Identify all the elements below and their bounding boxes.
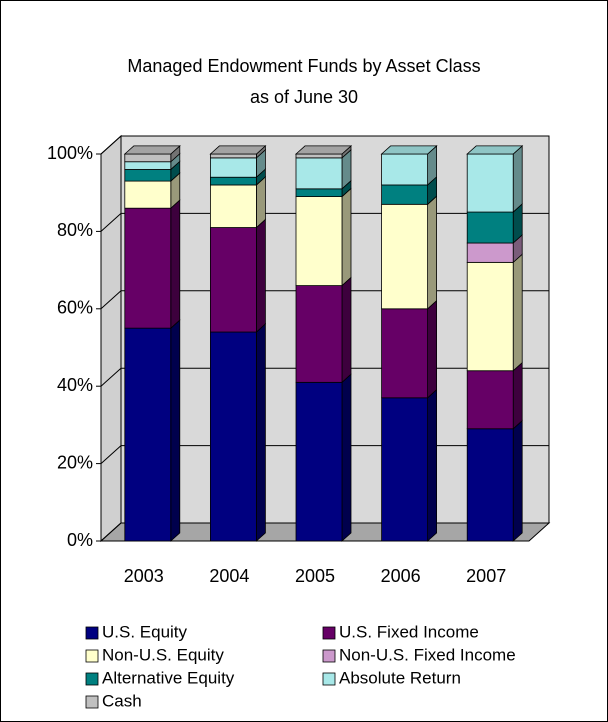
legend-swatch: [322, 672, 336, 686]
bar-side: [512, 145, 523, 213]
bar-side: [341, 373, 352, 542]
bar-segment: [209, 153, 257, 159]
bar-segment: [124, 180, 172, 209]
bar-segment: [466, 242, 514, 263]
legend-swatch: [85, 626, 99, 640]
bar-segment: [381, 397, 429, 542]
bar-segment: [209, 227, 257, 333]
chart-title: Managed Endowment Funds by Asset Class: [127, 56, 480, 76]
bar-segment: [381, 308, 429, 399]
bar-side: [255, 218, 266, 333]
legend-label: U.S. Equity: [102, 622, 188, 641]
chart-subtitle: as of June 30: [250, 87, 358, 107]
bar-segment: [124, 169, 172, 182]
legend-swatch: [322, 649, 336, 663]
bar-segment: [209, 184, 257, 228]
y-tick-label: 40%: [57, 375, 93, 395]
legend-label: Alternative Equity: [102, 668, 235, 687]
bar-side: [341, 187, 352, 287]
y-tick-label: 60%: [57, 298, 93, 318]
bar-segment: [466, 370, 514, 430]
legend-label: Cash: [102, 691, 142, 710]
x-tick-label: 2004: [209, 566, 249, 586]
y-tick-label: 0%: [67, 530, 93, 550]
bar-segment: [124, 207, 172, 329]
legend-label: Non-U.S. Fixed Income: [339, 645, 516, 664]
legend-label: Non-U.S. Equity: [102, 645, 224, 664]
bar-segment: [295, 285, 343, 383]
bar-segment: [209, 176, 257, 186]
legend-label: Absolute Return: [339, 668, 461, 687]
grid-line: [100, 135, 549, 155]
bar-side: [512, 253, 523, 372]
bar-segment: [209, 157, 257, 178]
bar-side: [170, 319, 181, 542]
legend-swatch: [85, 695, 99, 709]
bar-side: [512, 419, 523, 542]
bar-top: [123, 145, 181, 155]
y-tick-label: 80%: [57, 220, 93, 240]
bar-segment: [381, 203, 429, 310]
bar-side: [427, 299, 438, 399]
bar-top: [294, 145, 353, 155]
bar-segment: [466, 211, 514, 244]
x-tick-label: 2006: [381, 566, 421, 586]
bar-segment: [209, 331, 257, 542]
legend-swatch: [322, 626, 336, 640]
bar-segment: [381, 153, 429, 186]
bar-segment: [295, 157, 343, 190]
bar-top: [466, 145, 524, 155]
legend-swatch: [85, 649, 99, 663]
legend-label: U.S. Fixed Income: [339, 622, 479, 641]
x-tick-label: 2007: [466, 566, 506, 586]
bar-segment: [466, 261, 514, 372]
bar-segment: [124, 153, 172, 163]
bar-segment: [295, 153, 343, 159]
bar-segment: [295, 196, 343, 286]
bar-side: [341, 276, 352, 384]
bar-side: [427, 388, 438, 542]
bar-segment: [466, 153, 514, 213]
bar-top: [209, 145, 267, 155]
bar-top: [380, 145, 438, 155]
x-tick-label: 2003: [124, 566, 164, 586]
y-tick-label: 20%: [57, 452, 93, 472]
bar-segment: [295, 188, 343, 197]
y-tick-label: 100%: [47, 143, 93, 163]
bar-segment: [381, 184, 429, 205]
bar-side: [512, 361, 523, 430]
side-wall: [100, 134, 122, 543]
bar-segment: [124, 327, 172, 542]
bar-segment: [466, 428, 514, 542]
bar-side: [427, 195, 438, 310]
legend-swatch: [85, 672, 99, 686]
bar-segment: [295, 381, 343, 542]
bar-side: [170, 199, 181, 330]
bar-segment: [124, 161, 172, 170]
bar-side: [255, 323, 266, 542]
bar-side: [255, 175, 266, 229]
x-tick-label: 2005: [295, 566, 335, 586]
